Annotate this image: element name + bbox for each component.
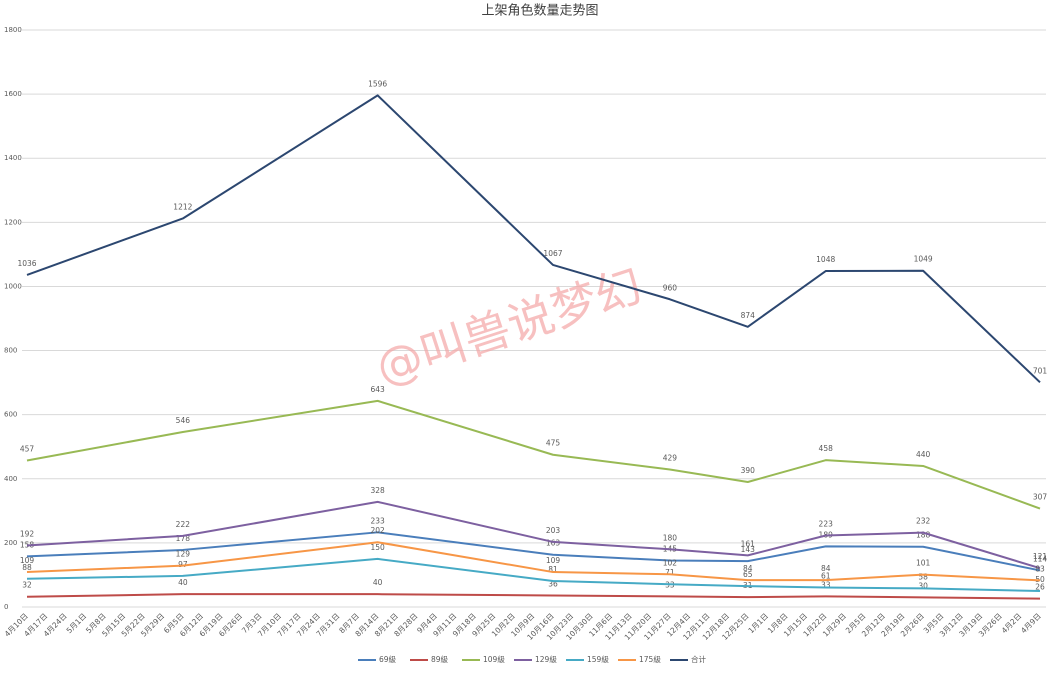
legend-label: 159級 [587, 654, 609, 664]
data-label: 457 [20, 445, 35, 454]
data-label: 223 [819, 520, 834, 529]
series-line [26, 593, 1041, 600]
data-label: 65 [743, 570, 753, 579]
series-line [26, 399, 1041, 510]
data-label: 61 [821, 571, 831, 580]
data-label: 178 [176, 534, 191, 543]
data-label: 30 [918, 581, 928, 590]
data-label: 36 [548, 579, 558, 588]
legend-label: 129級 [535, 654, 557, 664]
data-label: 109 [20, 556, 35, 565]
y-tick-label: 1400 [4, 154, 22, 162]
data-label: 32 [22, 581, 32, 590]
data-label: 50 [1035, 575, 1045, 584]
data-label: 203 [546, 526, 561, 535]
data-label: 58 [918, 572, 928, 581]
data-label: 1036 [17, 259, 36, 268]
data-label: 546 [176, 416, 191, 425]
data-label: 307 [1033, 493, 1048, 502]
data-label: 129 [176, 550, 191, 559]
data-label: 150 [370, 543, 385, 552]
data-label: 643 [370, 385, 385, 394]
series-line [26, 531, 1041, 572]
x-tick-label: 1月1日 [746, 611, 770, 635]
chart-title: 上架角色数量走势图 [481, 3, 598, 19]
data-label: 328 [370, 486, 385, 495]
series-line [26, 500, 1041, 570]
data-label: 71 [665, 568, 675, 577]
x-tick-label: 4月9日 [1019, 611, 1043, 635]
legend-label: 175級 [639, 654, 661, 664]
y-tick-label: 0 [4, 603, 8, 611]
data-label: 458 [819, 444, 834, 453]
series-line [26, 557, 1041, 592]
data-label: 101 [916, 559, 931, 568]
data-label: 429 [663, 453, 678, 462]
data-label: 180 [663, 533, 678, 542]
y-tick-label: 800 [4, 347, 17, 355]
y-tick-label: 1000 [4, 282, 22, 290]
data-label: 960 [663, 283, 678, 292]
legend-label: 109級 [483, 654, 505, 664]
y-tick-label: 1800 [4, 26, 22, 34]
series-line [26, 541, 1041, 582]
data-label: 114 [1033, 554, 1048, 563]
series-line [26, 94, 1041, 384]
data-label: 88 [22, 563, 32, 572]
data-label: 1067 [543, 249, 562, 258]
data-label: 84 [821, 564, 831, 573]
data-label: 1049 [914, 255, 933, 264]
data-label: 161 [741, 539, 756, 548]
data-label: 33 [821, 580, 831, 589]
data-label: 222 [176, 520, 191, 529]
x-tick-label: 4月2日 [1000, 611, 1024, 635]
y-tick-label: 1200 [4, 218, 22, 226]
x-tick-label: 5月1日 [65, 611, 89, 635]
data-label: 1212 [173, 202, 192, 211]
data-label: 202 [370, 526, 385, 535]
data-label: 102 [663, 558, 678, 567]
data-label: 701 [1033, 366, 1048, 375]
data-label: 163 [546, 539, 561, 548]
data-label: 121 [1033, 552, 1048, 561]
data-label: 232 [916, 517, 931, 526]
legend-label: 合计 [691, 654, 706, 664]
y-tick-label: 200 [4, 539, 17, 547]
y-tick-label: 600 [4, 411, 17, 419]
data-label: 1596 [368, 79, 387, 88]
data-label: 188 [916, 531, 931, 540]
data-label: 84 [743, 564, 753, 573]
data-label: 40 [373, 578, 383, 587]
data-label: 874 [741, 311, 756, 320]
data-label: 40 [178, 578, 188, 587]
data-label: 26 [1035, 583, 1045, 592]
data-label: 143 [741, 545, 756, 554]
data-label: 192 [20, 529, 35, 538]
data-label: 233 [370, 516, 385, 525]
y-tick-label: 1600 [4, 90, 22, 98]
data-label: 83 [1035, 564, 1045, 573]
data-label: 97 [178, 560, 188, 569]
legend-label: 69級 [379, 654, 397, 664]
y-tick-label: 400 [4, 475, 17, 483]
data-label: 440 [916, 450, 931, 459]
data-label: 390 [741, 466, 756, 475]
data-label: 1048 [816, 255, 835, 264]
legend-label: 89級 [431, 654, 449, 664]
watermark: @叫兽说梦幻 [369, 258, 648, 395]
data-label: 109 [546, 556, 561, 565]
data-label: 81 [548, 565, 558, 574]
data-label: 475 [546, 439, 561, 448]
